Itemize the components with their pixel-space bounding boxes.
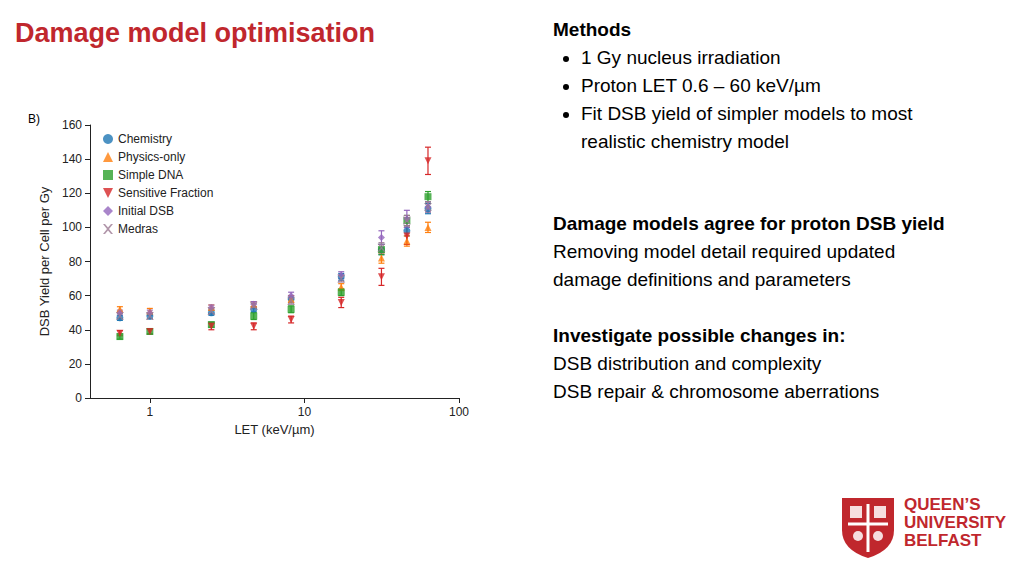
html-text:UNIVERSITY: UNIVERSITY	[904, 513, 1006, 532]
svg-text:60: 60	[69, 289, 83, 303]
svg-text:160: 160	[62, 118, 82, 132]
svg-text:10: 10	[298, 405, 312, 419]
html-text:BELFAST: BELFAST	[904, 531, 982, 550]
html-text:DSB repair & chromosome aberra: DSB repair & chromosome aberrations	[553, 381, 880, 402]
html-text:1 Gy nucleus irradiation: 1 Gy nucleus irradiation	[581, 47, 781, 68]
svg-text:LET (keV/µm): LET (keV/µm)	[234, 422, 314, 437]
html-text:QUEEN’S: QUEEN’S	[904, 495, 981, 514]
svg-text:DSB Yield per Cell per Gy: DSB Yield per Cell per Gy	[37, 186, 52, 336]
svg-text:80: 80	[69, 255, 83, 269]
html-text:Investigate possible changes i: Investigate possible changes in:	[553, 325, 846, 346]
html-text:Proton LET 0.6 – 60 keV/µm: Proton LET 0.6 – 60 keV/µm	[581, 75, 821, 96]
html-text:DSB distribution and complexit: DSB distribution and complexity	[553, 353, 822, 374]
svg-text:Initial DSB: Initial DSB	[118, 204, 174, 218]
svg-text:Chemistry: Chemistry	[118, 132, 172, 146]
svg-text:100: 100	[449, 405, 469, 419]
html-text:Methods: Methods	[553, 19, 632, 40]
svg-text:0: 0	[75, 391, 82, 405]
svg-text:Medras: Medras	[118, 222, 158, 236]
svg-text:100: 100	[62, 220, 82, 234]
svg-text:Physics-only: Physics-only	[118, 150, 185, 164]
html-text:realistic chemistry model: realistic chemistry model	[581, 131, 789, 152]
html-text:damage definitions and paramet: damage definitions and parameters	[553, 269, 851, 290]
svg-text:40: 40	[69, 323, 83, 337]
svg-text:1: 1	[147, 405, 154, 419]
svg-text:B): B)	[28, 112, 40, 126]
svg-text:20: 20	[69, 357, 83, 371]
svg-text:140: 140	[62, 152, 82, 166]
svg-text:Simple DNA: Simple DNA	[118, 168, 183, 182]
html-text:Damage models agree for proton: Damage models agree for proton DSB yield	[553, 213, 945, 234]
html-text:Damage model optimisation: Damage model optimisation	[15, 18, 376, 48]
svg-text:120: 120	[62, 186, 82, 200]
html-text:Fit DSB yield of simpler model: Fit DSB yield of simpler models to most	[581, 103, 913, 124]
html-text:Removing model detail required: Removing model detail required updated	[553, 241, 896, 262]
svg-text:Sensitive Fraction: Sensitive Fraction	[118, 186, 213, 200]
